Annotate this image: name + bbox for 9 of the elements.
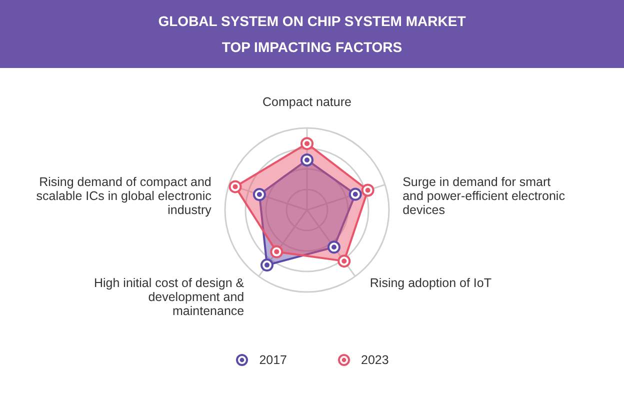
- legend-label: 2017: [259, 353, 287, 367]
- chart-subtitle: TOP IMPACTING FACTORS: [220, 38, 404, 57]
- spoke-label: Rising demand of compact and scalable ICs in global electronic industry: [36, 175, 212, 218]
- spoke-label: Surge in demand for smart and power-efficient electronic devices: [402, 175, 565, 218]
- spoke-label: Compact nature: [262, 95, 352, 109]
- chart-title: GLOBAL SYSTEM ON CHIP SYSTEM MARKET: [157, 12, 467, 31]
- legend-label: 2023: [361, 353, 389, 367]
- spoke-label: Rising adoption of IoT: [370, 276, 492, 290]
- spoke-label: High initial cost of design & development and maintenance: [94, 276, 245, 318]
